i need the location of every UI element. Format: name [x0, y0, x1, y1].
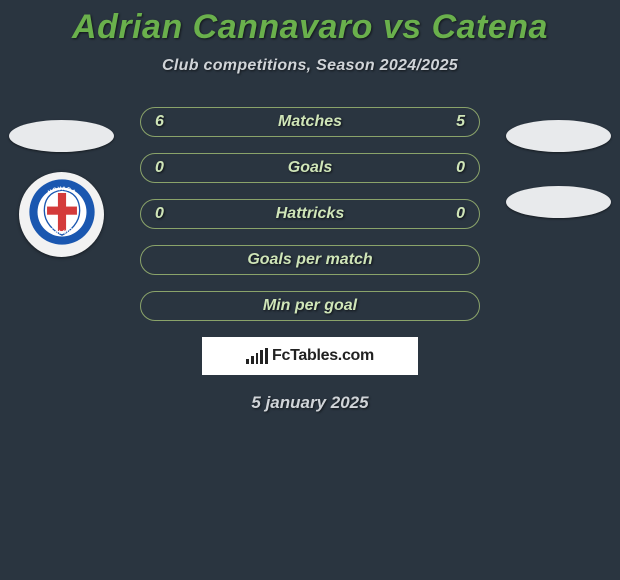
stat-label: Min per goal — [141, 297, 479, 315]
stats-list: 6 Matches 5 0 Goals 0 0 Hattricks 0 Goal… — [140, 107, 480, 321]
stat-row-goals: 0 Goals 0 — [140, 153, 480, 183]
player-left-photo-placeholder — [9, 120, 114, 152]
date-label: 5 january 2025 — [0, 375, 620, 413]
bar-chart-icon — [246, 348, 268, 364]
stat-right-value: 0 — [456, 159, 465, 177]
left-player-column: NOVARA CALCIO — [4, 120, 119, 257]
stat-left-value: 6 — [155, 113, 164, 131]
club-badge-right-placeholder — [506, 186, 611, 218]
subtitle: Club competitions, Season 2024/2025 — [0, 57, 620, 107]
stat-row-min-per-goal: Min per goal — [140, 291, 480, 321]
stat-right-value: 0 — [456, 205, 465, 223]
stat-right-value: 5 — [456, 113, 465, 131]
player-right-photo-placeholder — [506, 120, 611, 152]
stat-label: Matches — [141, 113, 479, 131]
stat-label: Goals — [141, 159, 479, 177]
novara-calcio-badge-icon: NOVARA CALCIO — [28, 178, 96, 251]
stat-row-matches: 6 Matches 5 — [140, 107, 480, 137]
club-badge-left: NOVARA CALCIO — [19, 172, 104, 257]
stat-left-value: 0 — [155, 205, 164, 223]
stat-label: Hattricks — [141, 205, 479, 223]
attribution-badge: FcTables.com — [202, 337, 418, 375]
stat-label: Goals per match — [141, 251, 479, 269]
right-player-column — [501, 120, 616, 238]
stat-row-goals-per-match: Goals per match — [140, 245, 480, 275]
attribution-text: FcTables.com — [272, 347, 374, 365]
stat-left-value: 0 — [155, 159, 164, 177]
stat-row-hattricks: 0 Hattricks 0 — [140, 199, 480, 229]
page-title: Adrian Cannavaro vs Catena — [0, 6, 620, 57]
